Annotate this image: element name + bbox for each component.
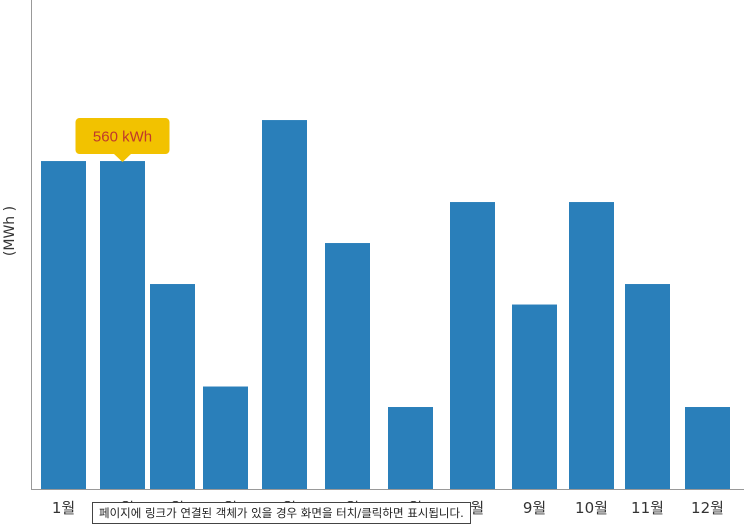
bar-3[interactable] bbox=[150, 284, 195, 489]
x-tick-label-1: 1월 bbox=[52, 499, 75, 517]
tooltip-box bbox=[75, 118, 170, 155]
bars-group bbox=[41, 120, 730, 489]
bar-12[interactable] bbox=[685, 407, 730, 489]
bar-5[interactable] bbox=[262, 120, 307, 489]
bar-10[interactable] bbox=[569, 202, 614, 489]
tooltip-pointer bbox=[113, 153, 132, 163]
bar-2[interactable] bbox=[100, 161, 145, 489]
bar-9[interactable] bbox=[512, 304, 557, 489]
x-tick-label-11: 11월 bbox=[631, 499, 664, 517]
x-tick-label-10: 10월 bbox=[575, 499, 608, 517]
tooltip-text: 560 kWh bbox=[93, 129, 152, 146]
bar-11[interactable] bbox=[625, 284, 670, 489]
tooltip: 560 kWh bbox=[75, 118, 170, 163]
bar-6[interactable] bbox=[325, 243, 370, 489]
bar-4[interactable] bbox=[203, 386, 248, 489]
bar-8[interactable] bbox=[450, 202, 495, 489]
x-tick-label-9: 9월 bbox=[523, 499, 546, 517]
bar-7[interactable] bbox=[388, 407, 433, 489]
x-tick-label-12: 12월 bbox=[691, 499, 724, 517]
link-notice-banner: 페이지에 링크가 연결된 객체가 있을 경우 화면을 터치/클릭하면 표시됩니다… bbox=[92, 502, 471, 524]
bar-1[interactable] bbox=[41, 161, 86, 489]
y-axis-label: (MWh ) bbox=[2, 206, 18, 256]
